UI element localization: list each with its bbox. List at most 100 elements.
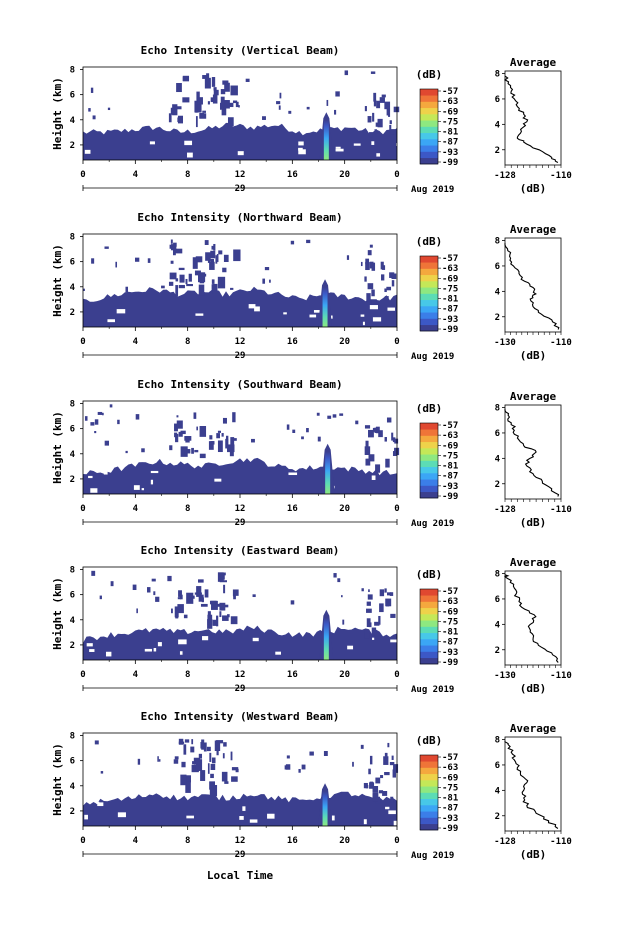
echo-speck — [384, 752, 388, 757]
echo-gap — [96, 801, 100, 805]
echo-speck — [200, 770, 206, 781]
colorbar-tick-label: -87 — [442, 305, 458, 315]
x-tick-label: 12 — [235, 836, 246, 846]
echo-gap — [186, 815, 194, 819]
echo-layer — [83, 286, 397, 327]
y-tick-label: 4 — [70, 782, 76, 792]
echo-speck — [369, 781, 374, 788]
echo-gap — [372, 317, 382, 322]
echo-speck — [373, 92, 377, 102]
colorbar-swatch — [420, 595, 438, 602]
echo-speck — [173, 242, 177, 247]
avg-y-tick-label: 4 — [495, 786, 501, 796]
avg-y-tick-label: 6 — [495, 429, 500, 439]
echo-speck — [211, 279, 215, 284]
echo-speck — [384, 437, 387, 442]
avg-title: Average — [510, 722, 557, 735]
colorbar-swatch — [420, 299, 438, 307]
colorbar-tick-label: -63 — [442, 597, 458, 607]
x-tick-label: 8 — [185, 504, 190, 514]
echo-speck — [191, 447, 194, 454]
echo-speck — [394, 438, 399, 444]
echo-gap — [371, 475, 376, 480]
echo-gap — [275, 651, 281, 655]
plume-core — [323, 120, 329, 160]
echo-speck — [178, 431, 183, 437]
echo-speck — [211, 77, 216, 87]
avg-frame — [504, 404, 562, 500]
y-axis-label: Height (km) — [51, 244, 64, 317]
colorbar-tick-label: -69 — [442, 274, 458, 284]
echo-speck — [355, 420, 359, 425]
echo-speck — [332, 414, 337, 418]
echo-speck — [323, 750, 328, 756]
echo-speck — [186, 449, 191, 454]
echo-speck — [230, 85, 238, 96]
echo-speck — [365, 258, 370, 265]
echo-speck — [232, 412, 236, 423]
echo-speck — [251, 438, 255, 443]
y-tick-label: 2 — [70, 475, 75, 485]
echo-gap — [347, 645, 354, 650]
echo-speck — [102, 412, 104, 416]
colorbar-tick-label: -69 — [442, 441, 458, 451]
colorbar-tick-label: -57 — [442, 753, 458, 763]
echo-speck — [173, 759, 179, 764]
echo-speck — [227, 444, 235, 453]
y-tick-label: 4 — [70, 116, 76, 126]
echo-speck — [92, 115, 96, 120]
y-tick-label: 2 — [70, 807, 75, 817]
avg-y-tick-label: 4 — [495, 120, 501, 130]
echo-speck — [216, 254, 219, 262]
colorbar-swatch — [420, 639, 438, 646]
echo-speck — [233, 595, 236, 600]
echo-speck — [391, 280, 395, 287]
echo-speck — [199, 426, 207, 437]
colorbar-swatch — [420, 657, 438, 665]
echo-speck — [193, 412, 197, 419]
echo-speck — [306, 239, 311, 244]
echo-speck — [168, 113, 172, 123]
echo-gap — [249, 819, 258, 823]
colorbar-swatch — [420, 324, 438, 332]
echo-gap — [88, 475, 93, 479]
colorbar-swatch — [420, 454, 438, 461]
avg-profile-line — [504, 740, 559, 829]
colorbar-swatch — [420, 601, 438, 609]
avg-x-tick-label: -110 — [550, 171, 572, 181]
echo-speck — [386, 592, 392, 596]
echo-speck — [218, 250, 223, 255]
echo-speck — [207, 763, 210, 774]
colorbar-swatch — [420, 151, 438, 159]
echo-speck — [207, 101, 210, 105]
echo-speck — [213, 243, 216, 251]
echo-speck — [367, 116, 372, 123]
avg-x-label: (dB) — [520, 349, 547, 362]
echo-speck — [216, 749, 219, 756]
colorbar-swatch — [420, 101, 438, 109]
echo-speck — [170, 239, 173, 244]
echo-speck — [219, 611, 222, 618]
echo-speck — [209, 261, 215, 270]
x-tick-label: 0 — [80, 670, 85, 680]
avg-frame — [504, 70, 562, 166]
echo-speck — [88, 108, 91, 112]
echo-gap — [149, 141, 155, 145]
plume-core — [322, 287, 328, 327]
echo-speck — [221, 106, 227, 116]
echo-gap — [90, 488, 98, 493]
echo-speck — [327, 415, 332, 419]
echo-gap — [309, 314, 317, 318]
echo-speck — [379, 603, 384, 613]
colorbar-swatch — [420, 460, 438, 468]
echo-gap — [117, 812, 126, 818]
avg-y-tick-label: 8 — [495, 736, 500, 746]
x-tick-label: 12 — [235, 337, 246, 347]
echo-speck — [386, 286, 392, 291]
echo-gap — [195, 313, 204, 316]
echo-speck — [233, 594, 235, 597]
echo-speck — [117, 419, 120, 425]
echo-speck — [204, 589, 209, 598]
colorbar-tick-label: -99 — [442, 824, 458, 834]
echo-speck — [178, 267, 185, 271]
